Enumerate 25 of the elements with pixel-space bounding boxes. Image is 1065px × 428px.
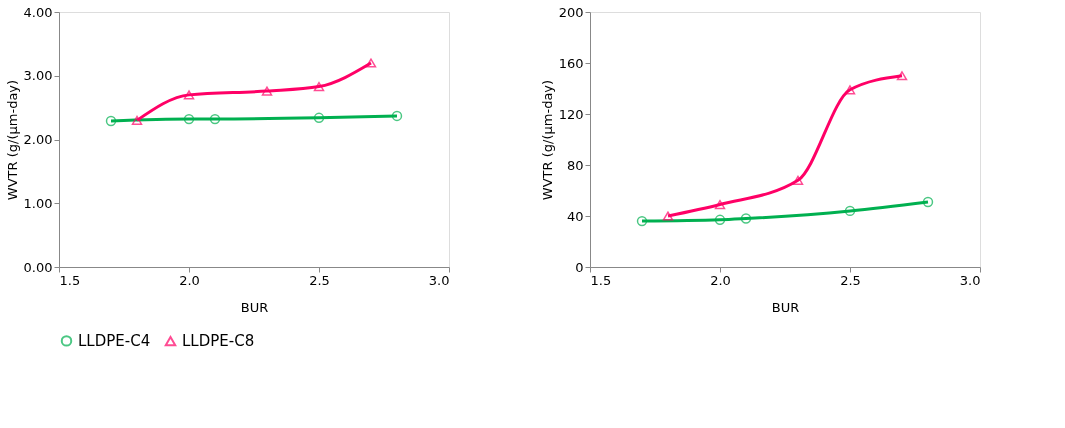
y-tick-label: 4.00	[23, 4, 53, 20]
x-tick-label: 1.5	[590, 272, 612, 288]
y-tick-label: 2.00	[23, 132, 53, 147]
x-tick-label: 2.0	[179, 272, 200, 288]
y-tick-label: 160	[558, 55, 584, 71]
x-tick-label: 2.5	[309, 272, 330, 288]
x-axis-title: BUR	[240, 299, 269, 315]
x-tick-label: 3.0	[959, 272, 981, 288]
x-axis-title: BUR	[771, 299, 800, 315]
x-tick-label: 3.0	[428, 272, 450, 288]
x-tick-label: 2.0	[710, 272, 731, 288]
y-tick-label: 200	[558, 4, 584, 20]
y-tick-label: 80	[566, 157, 584, 173]
y-tick-label: 3.00	[23, 68, 53, 84]
y-axis-title: WVTR (g/(µm-day)	[4, 79, 20, 201]
y-axis-title: WVTR (g/(µm-day)	[539, 79, 555, 201]
x-tick-label: 1.5	[59, 272, 81, 288]
y-tick-label: 120	[558, 106, 584, 122]
legend-label: LLDPE-C8	[182, 332, 255, 351]
y-tick-label: 0	[575, 259, 584, 275]
y-tick-label: 0.00	[23, 259, 53, 275]
x-tick-label: 2.5	[840, 272, 861, 288]
y-tick-label: 1.00	[23, 195, 53, 211]
y-tick-label: 40	[566, 208, 584, 224]
legend-label: LLDPE-C4	[78, 331, 151, 350]
